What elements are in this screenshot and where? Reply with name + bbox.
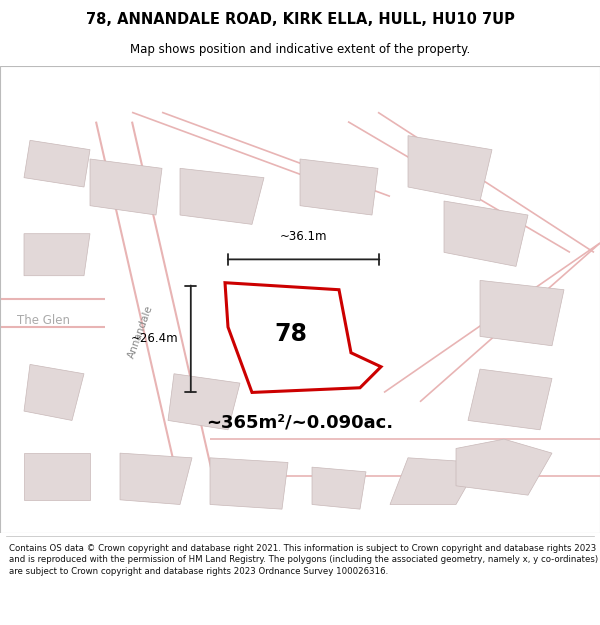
Polygon shape — [168, 374, 240, 430]
Polygon shape — [456, 439, 552, 495]
Text: ~365m²/~0.090ac.: ~365m²/~0.090ac. — [206, 414, 394, 432]
Polygon shape — [225, 282, 381, 392]
Polygon shape — [90, 159, 162, 215]
Text: Map shows position and indicative extent of the property.: Map shows position and indicative extent… — [130, 42, 470, 56]
Text: 78: 78 — [275, 322, 308, 346]
Text: 78, ANNANDALE ROAD, KIRK ELLA, HULL, HU10 7UP: 78, ANNANDALE ROAD, KIRK ELLA, HULL, HU1… — [86, 12, 514, 27]
Text: ~36.1m: ~36.1m — [280, 230, 328, 243]
Text: The Glen: The Glen — [17, 314, 70, 327]
Polygon shape — [24, 234, 90, 276]
Polygon shape — [210, 458, 288, 509]
Text: Contains OS data © Crown copyright and database right 2021. This information is : Contains OS data © Crown copyright and d… — [9, 544, 598, 576]
Polygon shape — [390, 458, 480, 504]
Polygon shape — [120, 453, 192, 504]
Polygon shape — [444, 201, 528, 266]
Polygon shape — [300, 159, 378, 215]
Polygon shape — [408, 136, 492, 201]
Polygon shape — [312, 467, 366, 509]
Polygon shape — [24, 364, 84, 421]
Polygon shape — [480, 281, 564, 346]
Text: Annandale: Annandale — [127, 304, 155, 359]
Polygon shape — [180, 168, 264, 224]
Polygon shape — [468, 369, 552, 430]
Text: ~26.4m: ~26.4m — [131, 332, 179, 345]
Polygon shape — [24, 141, 90, 187]
Polygon shape — [24, 453, 90, 500]
